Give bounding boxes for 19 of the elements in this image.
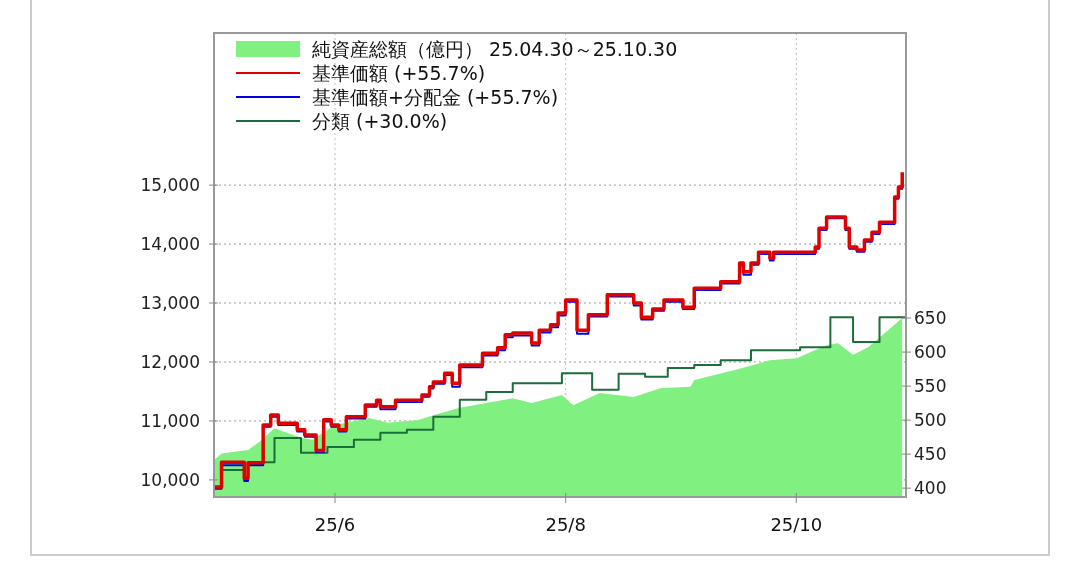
y-tick-label: 13,000 (140, 292, 200, 313)
y2-tick-label: 650 (914, 308, 947, 329)
y2-tick-label: 450 (914, 444, 947, 465)
y-tick-label: 15,000 (140, 175, 200, 196)
legend-label: 基準価額+分配金 (+55.7%) (312, 85, 559, 108)
x-tick-label: 25/10 (770, 514, 823, 535)
legend-label: 純資産総額（億円） 25.04.30～25.10.30 (312, 37, 678, 60)
y-tick-label: 11,000 (140, 410, 200, 431)
y2-tick-label: 550 (914, 376, 947, 397)
y2-tick-label: 600 (914, 342, 947, 363)
y2-tick-label: 400 (914, 478, 947, 499)
x-tick-label: 25/6 (314, 514, 356, 535)
y-tick-label: 14,000 (140, 234, 200, 255)
x-tick-label: 25/8 (545, 514, 586, 535)
y-tick-label: 12,000 (140, 351, 200, 372)
legend-label: 基準価額 (+55.7%) (312, 61, 486, 84)
y-tick-label: 10,000 (140, 469, 200, 490)
legend-label: 分類 (+30.0%) (312, 109, 448, 132)
y2-tick-label: 500 (914, 410, 947, 431)
